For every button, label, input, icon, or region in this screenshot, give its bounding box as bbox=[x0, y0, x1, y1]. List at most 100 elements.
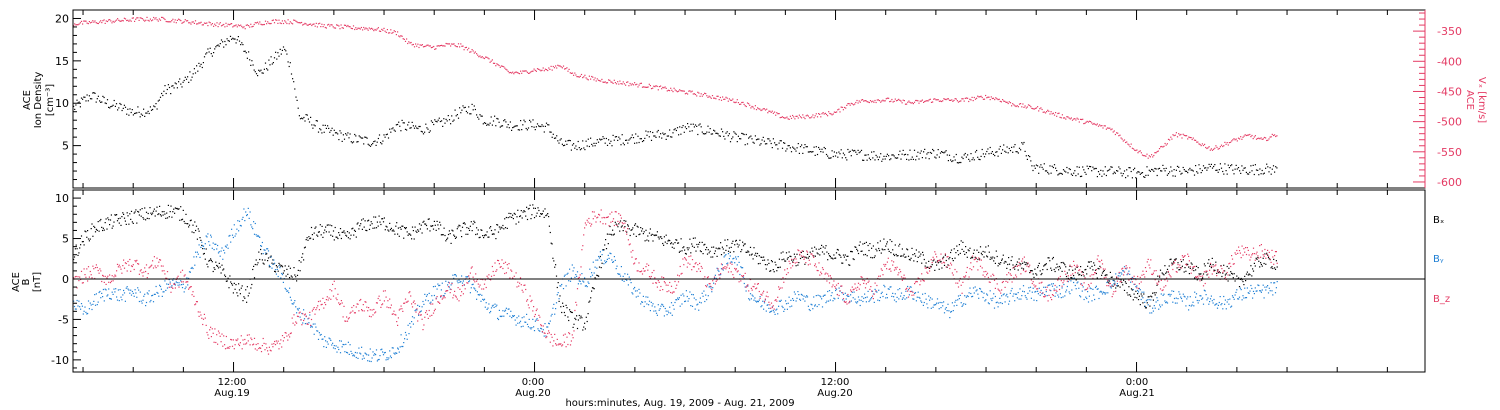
by-point bbox=[232, 236, 234, 239]
vx-velocity-point bbox=[1128, 144, 1130, 146]
ion-density-point bbox=[685, 128, 688, 130]
bx-point bbox=[259, 258, 261, 261]
by-point bbox=[437, 283, 439, 285]
bx-point bbox=[569, 309, 571, 311]
by-point bbox=[509, 315, 511, 317]
by-point bbox=[891, 295, 893, 297]
ion-density-point bbox=[913, 149, 916, 151]
bx-point bbox=[1049, 260, 1051, 262]
bx-point bbox=[629, 234, 631, 237]
vx-velocity-point bbox=[637, 86, 639, 88]
ion-density-point bbox=[88, 95, 90, 97]
ion-density-point bbox=[618, 136, 620, 138]
bx-point bbox=[869, 243, 871, 245]
by-point bbox=[691, 305, 694, 307]
vx-velocity-point bbox=[689, 90, 691, 92]
bx-point bbox=[450, 242, 452, 244]
bx-point bbox=[836, 248, 838, 251]
by-point bbox=[1260, 290, 1262, 292]
ion-density-point bbox=[1190, 169, 1192, 171]
vx-velocity-point bbox=[1231, 140, 1233, 142]
bx-point bbox=[1270, 267, 1272, 269]
by-point bbox=[156, 291, 158, 294]
by-point bbox=[1043, 286, 1045, 288]
bx-point bbox=[639, 233, 641, 235]
bx-point bbox=[1101, 272, 1104, 274]
bx-point bbox=[312, 238, 314, 240]
vx-velocity-point bbox=[631, 83, 633, 85]
bx-point bbox=[238, 289, 241, 291]
ion-density-point bbox=[168, 86, 171, 89]
ion-density-point bbox=[527, 127, 530, 129]
ion-density-point bbox=[199, 65, 201, 67]
by-point bbox=[907, 289, 910, 291]
ion-density-point bbox=[314, 125, 316, 127]
bx-point bbox=[126, 212, 128, 214]
vx-velocity-point bbox=[145, 19, 147, 21]
by-point bbox=[507, 308, 509, 310]
ion-density-point bbox=[854, 149, 856, 152]
ion-density-point bbox=[757, 138, 759, 140]
vx-velocity-point bbox=[514, 71, 516, 74]
ion-density-point bbox=[612, 134, 614, 136]
by-point bbox=[749, 299, 751, 301]
bz-point bbox=[119, 266, 121, 268]
vx-velocity-point bbox=[618, 83, 620, 85]
ion-density-point bbox=[784, 142, 786, 144]
vx-velocity-point bbox=[386, 29, 388, 31]
by-point bbox=[629, 279, 631, 281]
by-point bbox=[556, 294, 558, 296]
by-point bbox=[129, 292, 131, 294]
by-point bbox=[621, 279, 623, 281]
bx-point bbox=[210, 259, 212, 261]
bx-point bbox=[449, 233, 451, 235]
by-point bbox=[1142, 297, 1144, 299]
vx-velocity-point bbox=[683, 90, 685, 92]
bx-point bbox=[691, 245, 694, 247]
by-point bbox=[406, 338, 408, 340]
ion-density-point bbox=[632, 137, 635, 139]
vx-velocity-point bbox=[1266, 139, 1268, 142]
bz-point bbox=[171, 286, 173, 288]
vx-velocity-point bbox=[482, 57, 484, 59]
vx-velocity-point bbox=[279, 22, 281, 24]
ion-density-point bbox=[1096, 176, 1098, 178]
ion-density-point bbox=[331, 127, 333, 129]
by-point bbox=[204, 243, 206, 245]
ion-density-point bbox=[364, 136, 366, 138]
by-point bbox=[447, 284, 449, 286]
by-point bbox=[1066, 285, 1068, 288]
ion-density-point bbox=[1002, 149, 1004, 151]
by-point bbox=[1170, 293, 1172, 296]
ion-density-point bbox=[892, 154, 894, 156]
ion-density-point bbox=[850, 155, 852, 157]
by-point bbox=[339, 352, 342, 354]
ion-density-point bbox=[450, 123, 452, 125]
by-point bbox=[969, 287, 971, 289]
by-point bbox=[811, 304, 813, 306]
vx-velocity-point bbox=[744, 105, 746, 107]
ion-density-point bbox=[745, 133, 747, 136]
ion-density-point bbox=[1217, 171, 1219, 173]
by-point bbox=[728, 258, 730, 260]
by-point bbox=[585, 285, 587, 287]
by-point bbox=[1215, 303, 1217, 305]
bx-point bbox=[1172, 263, 1174, 265]
vx-velocity-point bbox=[217, 26, 219, 28]
vx-velocity-point bbox=[1227, 144, 1229, 146]
ion-density-point bbox=[443, 118, 445, 120]
vx-velocity-point bbox=[656, 85, 658, 87]
by-point bbox=[260, 245, 263, 247]
vx-velocity-point bbox=[691, 90, 693, 92]
by-point bbox=[619, 275, 622, 277]
bx-point bbox=[328, 231, 330, 233]
vx-velocity-point bbox=[1188, 136, 1190, 138]
bx-point bbox=[953, 248, 955, 250]
by-point bbox=[86, 313, 88, 315]
ion-density-point bbox=[827, 155, 829, 157]
bx-point bbox=[815, 248, 817, 250]
by-point bbox=[508, 308, 510, 310]
ion-density-point bbox=[544, 125, 546, 127]
by-point bbox=[276, 268, 278, 270]
ion-density-point bbox=[456, 114, 458, 116]
